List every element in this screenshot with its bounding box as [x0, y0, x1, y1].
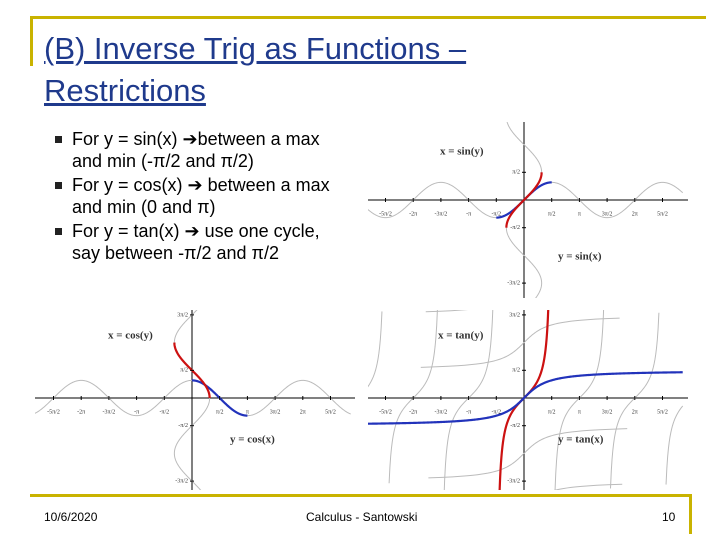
y-tick-label: 3π/2: [509, 114, 520, 120]
x-tick-label: 3π/2: [602, 409, 613, 415]
x-tick-label: -5π/2: [379, 409, 392, 415]
bullet: For y = sin(x) ➔between a max and min (-…: [52, 128, 352, 172]
panel-bg: [368, 310, 688, 490]
x-tick-label: π/2: [216, 409, 224, 415]
left-rule: [30, 16, 33, 66]
curve-label: x = sin(y): [440, 146, 484, 158]
x-tick-label: -2π: [77, 409, 85, 415]
x-tick-label: -3π/2: [435, 409, 448, 415]
y-tick-label: -3π/2: [507, 478, 520, 484]
x-tick-label: 5π/2: [657, 211, 668, 217]
y-tick-label: -π/2: [178, 423, 188, 429]
y-tick-label: 3π/2: [177, 312, 188, 318]
y-tick-label: π/2: [180, 368, 188, 374]
curve-label: x = tan(y): [438, 330, 484, 342]
y-tick-label: 3π/2: [509, 312, 520, 318]
x-tick-label: -5π/2: [47, 409, 60, 415]
graph-panel: -5π/2 -2π -3π/2 -π -π/2 π/2 π 3π/2 2π 5π/2 3π/2 π/2…: [35, 310, 355, 490]
x-tick-label: 2π: [632, 409, 638, 415]
x-tick-label: 5π/2: [657, 409, 668, 415]
bullet: For y = cos(x) ➔ between a max and min (…: [52, 174, 352, 218]
y-tick-label: -3π/2: [507, 280, 520, 286]
y-tick-label: -π/2: [510, 423, 520, 429]
x-tick-label: -2π: [409, 409, 417, 415]
bullet-list: For y = sin(x) ➔between a max and min (-…: [52, 128, 352, 266]
x-tick-label: 5π/2: [325, 409, 336, 415]
x-tick-label: π: [578, 409, 581, 415]
x-tick-label: 3π/2: [602, 211, 613, 217]
curve-label: x = cos(y): [108, 330, 153, 342]
curve: [173, 310, 211, 490]
x-tick-label: π/2: [548, 211, 556, 217]
curve-label: y = cos(x): [230, 434, 275, 446]
x-tick-label: -3π/2: [435, 211, 448, 217]
y-tick-label: π/2: [512, 170, 520, 176]
slide-title: (B) Inverse Trig as Functions – Restrict…: [44, 31, 467, 108]
curve-label: y = tan(x): [558, 434, 604, 446]
x-tick-label: π/2: [548, 409, 556, 415]
graph-panel: -5π/2 -2π -3π/2 -π -π/2 π/2 π 3π/2 2π 5π/2 3π/2 π/2…: [368, 114, 688, 298]
curves: [368, 122, 684, 298]
x-tick-label: -π: [134, 409, 139, 415]
y-tick-label: -π/2: [510, 225, 520, 231]
footer-date: 10/6/2020: [44, 510, 98, 524]
x-tick-label: 2π: [300, 409, 306, 415]
x-tick-label: -π/2: [491, 409, 501, 415]
panel-bg: [368, 122, 688, 298]
footer-page: 10: [662, 510, 676, 524]
x-tick-label: -π/2: [491, 211, 501, 217]
top-rule: [30, 16, 706, 19]
curve: [368, 371, 683, 425]
y-tick-label: π/2: [512, 368, 520, 374]
bottom-rule: [30, 494, 692, 497]
bullet: For y = tan(x) ➔ use one cycle, say betw…: [52, 220, 352, 264]
right-rule: [689, 494, 692, 534]
x-tick-label: π: [246, 409, 249, 415]
curve-label: y = sin(x): [558, 251, 602, 263]
x-tick-label: -π: [466, 409, 471, 415]
x-tick-label: -5π/2: [379, 211, 392, 217]
y-tick-label: -3π/2: [175, 478, 188, 484]
footer-center: Calculus - Santowski: [306, 510, 418, 524]
x-tick-label: -3π/2: [103, 409, 116, 415]
x-tick-label: 3π/2: [270, 409, 281, 415]
x-tick-label: π: [578, 211, 581, 217]
curve: [505, 172, 543, 228]
x-tick-label: -π: [466, 211, 471, 217]
graph-panel: -5π/2 -2π -3π/2 -π -π/2 π/2 π 3π/2 2π 5π/2 3π/2 π/2…: [368, 310, 688, 490]
x-tick-label: -2π: [409, 211, 417, 217]
x-tick-label: -π/2: [159, 409, 169, 415]
x-tick-label: 2π: [632, 211, 638, 217]
panel-bg: [35, 310, 355, 490]
